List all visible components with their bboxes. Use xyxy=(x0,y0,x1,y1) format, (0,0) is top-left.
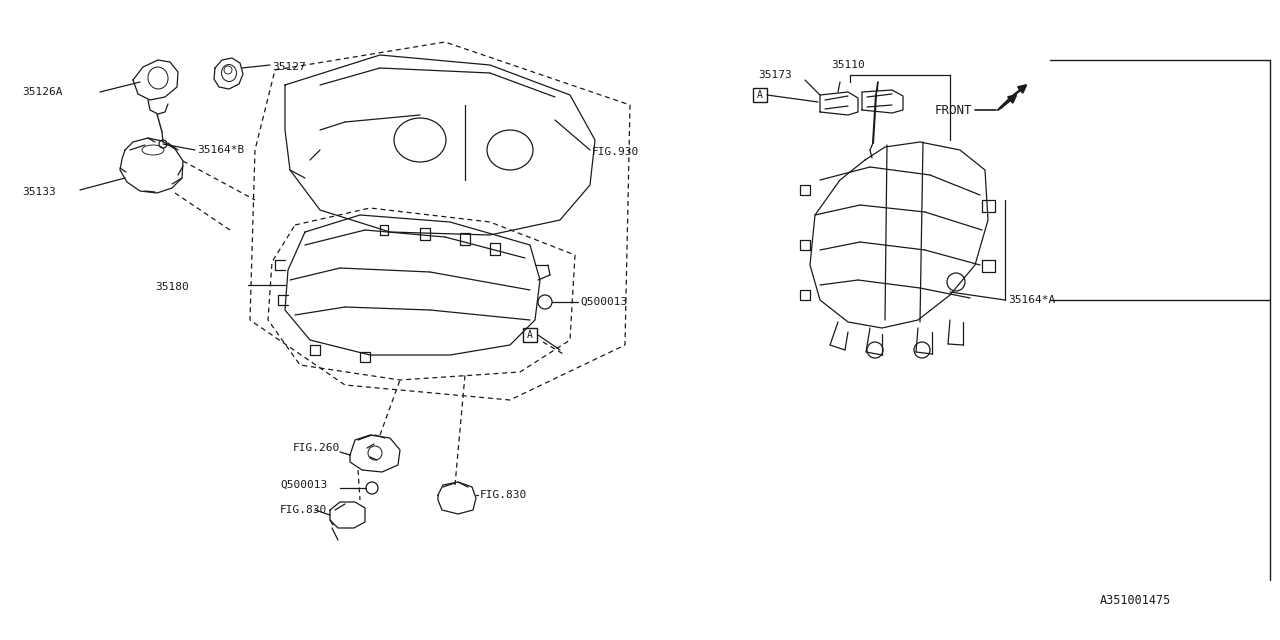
Text: A351001475: A351001475 xyxy=(1100,593,1171,607)
Text: A: A xyxy=(756,90,763,100)
Text: 35110: 35110 xyxy=(831,60,865,70)
Text: Q500013: Q500013 xyxy=(580,297,627,307)
Text: 35173: 35173 xyxy=(758,70,792,80)
Text: 35180: 35180 xyxy=(155,282,188,292)
Text: 35126A: 35126A xyxy=(22,87,63,97)
Text: FIG.930: FIG.930 xyxy=(593,147,639,157)
Text: 35164*B: 35164*B xyxy=(197,145,244,155)
Text: FIG.830: FIG.830 xyxy=(480,490,527,500)
Text: 35127: 35127 xyxy=(273,62,306,72)
Text: 35133: 35133 xyxy=(22,187,56,197)
Text: 35164*A: 35164*A xyxy=(1009,295,1055,305)
Text: Q500013: Q500013 xyxy=(280,480,328,490)
Text: FRONT: FRONT xyxy=(934,104,973,116)
Text: A: A xyxy=(527,330,532,340)
Text: FIG.830: FIG.830 xyxy=(280,505,328,515)
Text: FIG.260: FIG.260 xyxy=(293,443,340,453)
